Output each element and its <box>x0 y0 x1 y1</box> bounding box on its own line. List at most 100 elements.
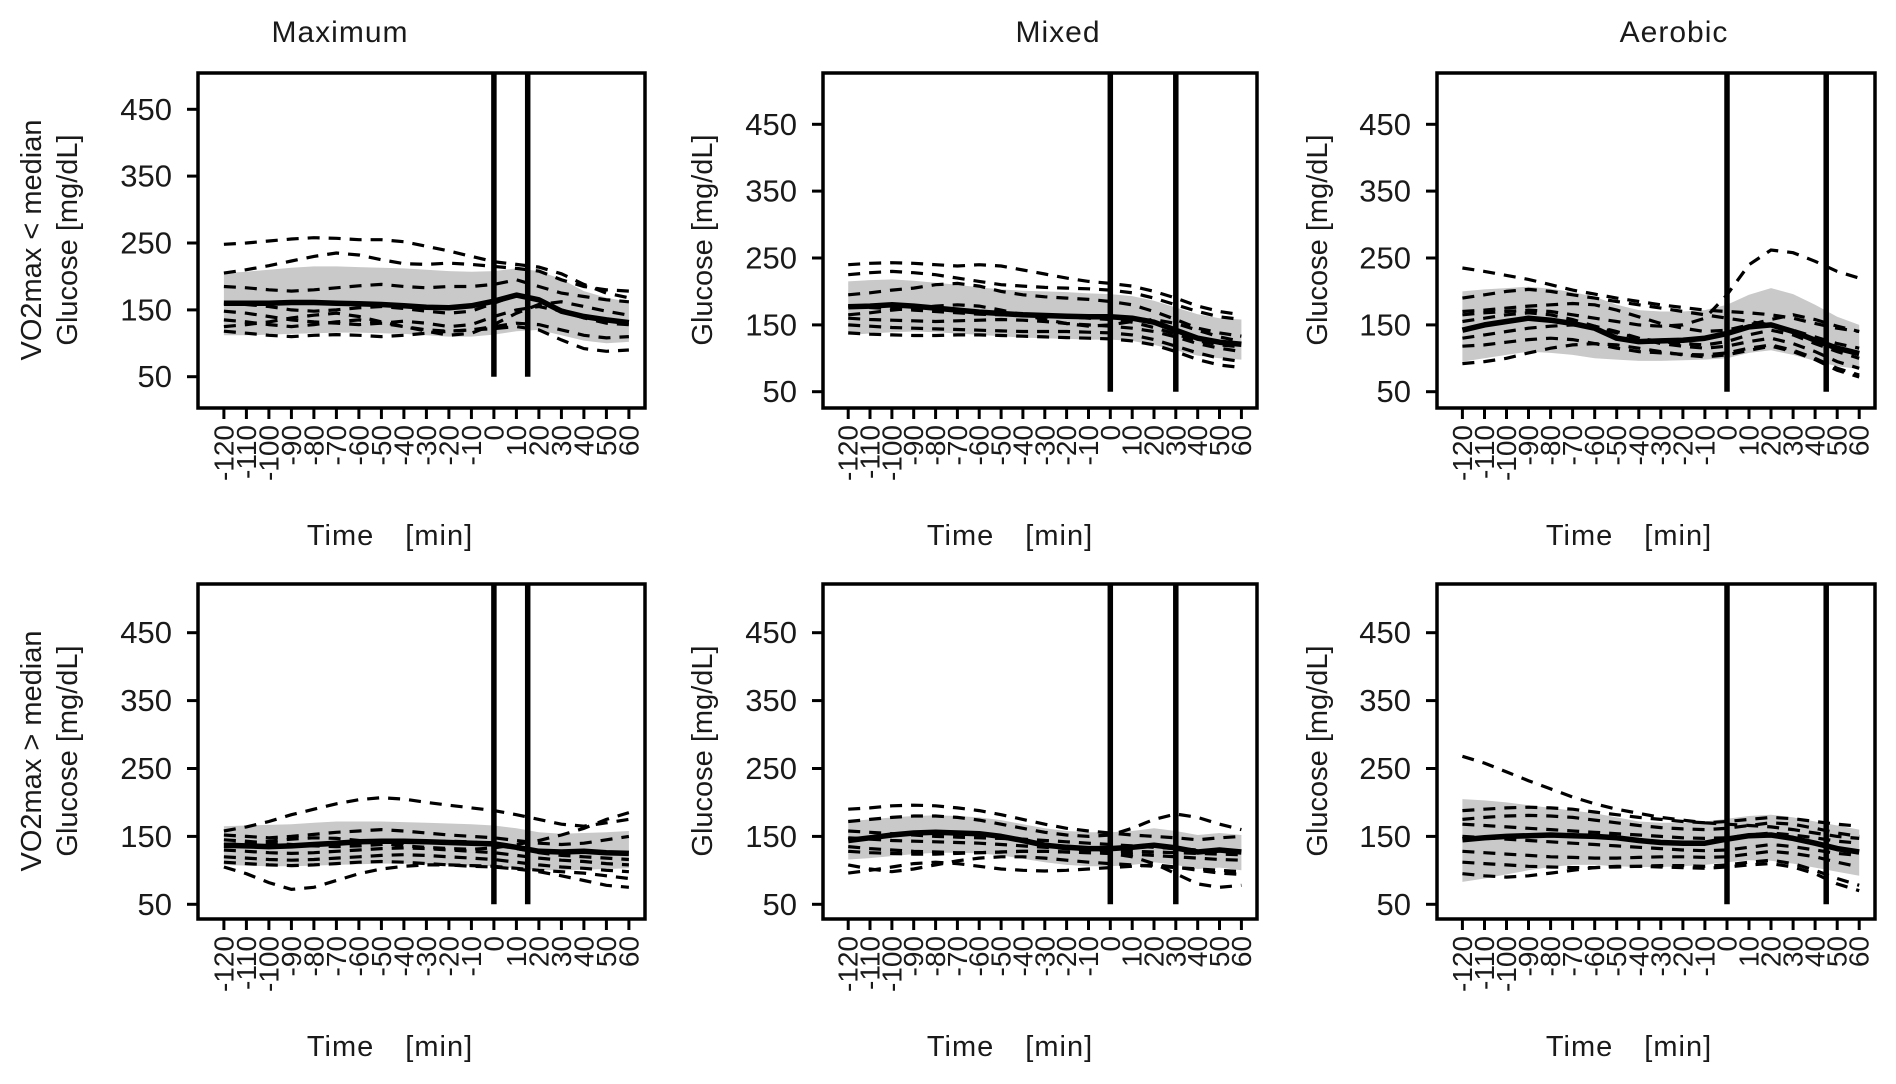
panel-mixed-vo2max-low-x-tick-label: 0 <box>1095 425 1126 441</box>
panel-maximum-vo2max-high-x-tick-label: -20 <box>433 936 464 976</box>
panel-maximum-vo2max-low-x-tick-label: 50 <box>591 425 622 456</box>
panel-aerobic-vo2max-low-x-tick-label: 10 <box>1734 425 1765 456</box>
panel-mixed-vo2max-high: -120-110-100-90-80-70-60-50-40-30-20-100… <box>745 582 1259 992</box>
panel-aerobic-vo2max-high-x-tick-label: -20 <box>1667 936 1698 976</box>
panel-aerobic-vo2max-high-x-tick-label: -50 <box>1601 936 1632 976</box>
panel-aerobic-vo2max-high-x-tick-label: -40 <box>1623 936 1654 976</box>
y-axis-label-glucose: Glucose [mg/dL] <box>52 645 84 857</box>
panel-maximum-vo2max-low-y-tick-label: 350 <box>120 159 172 194</box>
panel-maximum-vo2max-high-x-tick-label: -110 <box>231 936 262 990</box>
panel-aerobic-vo2max-low-x-tick-label: -70 <box>1557 425 1588 465</box>
panel-aerobic-vo2max-low-x-tick-label: 30 <box>1778 425 1809 456</box>
panel-aerobic-vo2max-low-x-tick-label: -90 <box>1513 425 1544 465</box>
panel-mixed-vo2max-high-participant-trace-6 <box>847 855 1242 874</box>
panel-maximum-vo2max-high-participant-trace-7 <box>223 859 630 889</box>
panel-maximum-vo2max-low-frame <box>196 71 647 410</box>
panel-mixed-vo2max-low-x-tick-label: -30 <box>1029 425 1060 465</box>
panel-maximum-vo2max-high-x-tick-label: 60 <box>613 936 644 967</box>
panel-aerobic-vo2max-low: -120-110-100-90-80-70-60-50-40-30-20-100… <box>1359 71 1877 481</box>
panel-mixed-vo2max-low-x-tick-label: -120 <box>833 425 864 481</box>
panel-aerobic-vo2max-high-x-tick-label: 30 <box>1778 936 1809 967</box>
panel-maximum-vo2max-high-x-tick-label: -60 <box>343 936 374 976</box>
panel-mixed-vo2max-high-x-tick-label: 30 <box>1160 936 1191 967</box>
panel-mixed-vo2max-high-x-tick-label: 50 <box>1204 936 1235 967</box>
panel-aerobic-vo2max-low-participant-trace-5 <box>1462 323 1860 370</box>
panel-maximum-vo2max-high-x-tick-label: 50 <box>591 936 622 967</box>
panel-mixed-vo2max-high-x-tick-label: -20 <box>1051 936 1082 976</box>
panel-maximum-vo2max-high-x-tick-label: -30 <box>411 936 442 976</box>
panel-aerobic-vo2max-low-participant-trace-8 <box>1462 301 1860 334</box>
panel-maximum-vo2max-high-participant-trace-8 <box>223 811 630 851</box>
panel-mixed-vo2max-high-y-tick-label: 50 <box>763 887 797 922</box>
panel-maximum-vo2max-low-x-tick-label: 30 <box>546 425 577 456</box>
panel-maximum-vo2max-low-participant-trace-2 <box>223 251 629 293</box>
panel-aerobic-vo2max-low-y-tick-label: 150 <box>1359 307 1411 342</box>
panel-maximum-vo2max-high-mean-line <box>223 838 629 857</box>
panel-mixed-vo2max-high-x-tick-label: -110 <box>855 936 886 990</box>
panel-maximum-vo2max-high-participant-trace-2 <box>223 827 630 847</box>
panel-aerobic-vo2max-high-x-tick-label: 40 <box>1800 936 1831 967</box>
panel-aerobic-vo2max-high-y-tick-label: 150 <box>1359 819 1411 854</box>
column-title-aerobic: Aerobic <box>1619 16 1729 49</box>
panel-maximum-vo2max-high-x-tick-label: -40 <box>388 936 419 976</box>
column-title-maximum: Maximum <box>271 16 409 49</box>
panel-maximum-vo2max-high-x-tick-label: -90 <box>276 936 307 976</box>
panel-aerobic-vo2max-high-participant-trace-1 <box>1461 754 1860 840</box>
panel-aerobic-vo2max-low-x-tick-label: -120 <box>1447 425 1478 481</box>
panel-aerobic-vo2max-high-x-tick-label: -80 <box>1535 936 1566 976</box>
panel-mixed-vo2max-low-x-tick-label: -10 <box>1073 425 1104 465</box>
panel-aerobic-vo2max-low-x-tick-label: 50 <box>1822 425 1853 456</box>
panel-maximum-vo2max-low-x-tick-label: -100 <box>253 425 284 481</box>
panel-mixed-vo2max-low-x-tick-label: -80 <box>920 425 951 465</box>
panel-aerobic-vo2max-low-y-tick-label: 50 <box>1377 374 1411 409</box>
panel-maximum-vo2max-high-x-tick-label: -80 <box>298 936 329 976</box>
panel-mixed-vo2max-low-y-tick-label: 150 <box>745 307 797 342</box>
panel-maximum-vo2max-low-mean-line <box>223 292 630 326</box>
panel-aerobic-vo2max-low-participant-trace-1 <box>1462 266 1860 334</box>
panel-aerobic-vo2max-high-x-tick-label: -100 <box>1491 936 1522 992</box>
panel-mixed-vo2max-low-y-tick-label: 250 <box>745 241 797 276</box>
panel-aerobic-vo2max-high-x-tick-label: -70 <box>1557 936 1588 976</box>
panel-mixed-vo2max-low-y-tick-label: 50 <box>763 374 797 409</box>
panel-mixed-vo2max-high-y-tick-label: 350 <box>745 683 797 718</box>
panel-maximum-vo2max-low-x-tick-label: -110 <box>231 425 262 479</box>
panel-maximum-vo2max-low-y-tick-label: 250 <box>120 226 172 261</box>
panel-maximum-vo2max-low-y-tick-label: 150 <box>120 292 172 327</box>
panel-mixed-vo2max-low-participant-trace-3 <box>848 281 1242 338</box>
panel-mixed-vo2max-low-x-tick-label: 60 <box>1226 425 1257 456</box>
panel-aerobic-vo2max-high-y-tick-label: 50 <box>1377 887 1411 922</box>
panel-maximum-vo2max-low-x-tick-label: -20 <box>433 425 464 465</box>
panel-maximum-vo2max-low-x-tick-label: 10 <box>501 425 532 456</box>
panel-aerobic-vo2max-high-x-tick-label: -10 <box>1689 936 1720 976</box>
panel-aerobic-vo2max-high-x-tick-label: -90 <box>1513 936 1544 976</box>
panel-mixed-vo2max-high-participant-trace-7 <box>848 849 1242 889</box>
panel-maximum-vo2max-low-x-tick-label: 20 <box>523 425 554 456</box>
panel-maximum-vo2max-high-x-tick-label: 30 <box>546 936 577 967</box>
panel-aerobic-vo2max-high-participant-trace-4 <box>1462 834 1860 857</box>
panel-maximum-vo2max-low-participant-trace-6 <box>223 318 629 340</box>
panel-aerobic-vo2max-low-x-tick-label: -60 <box>1579 425 1610 465</box>
panel-maximum-vo2max-low-x-tick-label: -90 <box>276 425 307 465</box>
panel-aerobic-vo2max-low-frame <box>1435 71 1877 410</box>
panel-aerobic-vo2max-low-x-tick-label: -30 <box>1645 425 1676 465</box>
panel-maximum-vo2max-high-y-tick-label: 150 <box>120 819 172 854</box>
panel-aerobic-vo2max-high-mean-line <box>1462 832 1860 855</box>
x-axis-label-time: Time [min] <box>926 1031 1094 1063</box>
panel-mixed-vo2max-high-x-tick-label: -90 <box>898 936 929 976</box>
panel-mixed-vo2max-low-participant-trace-7 <box>848 331 1242 370</box>
panel-maximum-vo2max-low-participant-trace-1 <box>223 236 630 300</box>
panel-maximum-vo2max-low-x-tick-label: 40 <box>568 425 599 456</box>
panel-maximum-vo2max-low-x-tick-label: -60 <box>343 425 374 465</box>
panel-mixed-vo2max-high-x-tick-label: -80 <box>920 936 951 976</box>
panel-mixed-vo2max-low-participant-trace-2 <box>848 269 1242 322</box>
panel-maximum-vo2max-high-y-tick-label: 350 <box>120 683 172 718</box>
panel-mixed-vo2max-high-participant-trace-1 <box>848 803 1242 842</box>
panel-aerobic-vo2max-low-x-tick-label: -20 <box>1667 425 1698 465</box>
panel-mixed-vo2max-high-participant-trace-2 <box>848 812 1242 839</box>
row-label-vo2max-above-median: VO2max > median <box>16 630 48 872</box>
panel-aerobic-vo2max-low-y-tick-label: 350 <box>1359 174 1411 209</box>
panel-aerobic-vo2max-low-participant-trace-4 <box>1462 311 1860 360</box>
panel-aerobic-vo2max-low-iqr-band <box>1462 286 1860 369</box>
panel-maximum-vo2max-high-y-tick-label: 50 <box>138 887 172 922</box>
panel-aerobic-vo2max-high-y-tick-label: 250 <box>1359 751 1411 786</box>
